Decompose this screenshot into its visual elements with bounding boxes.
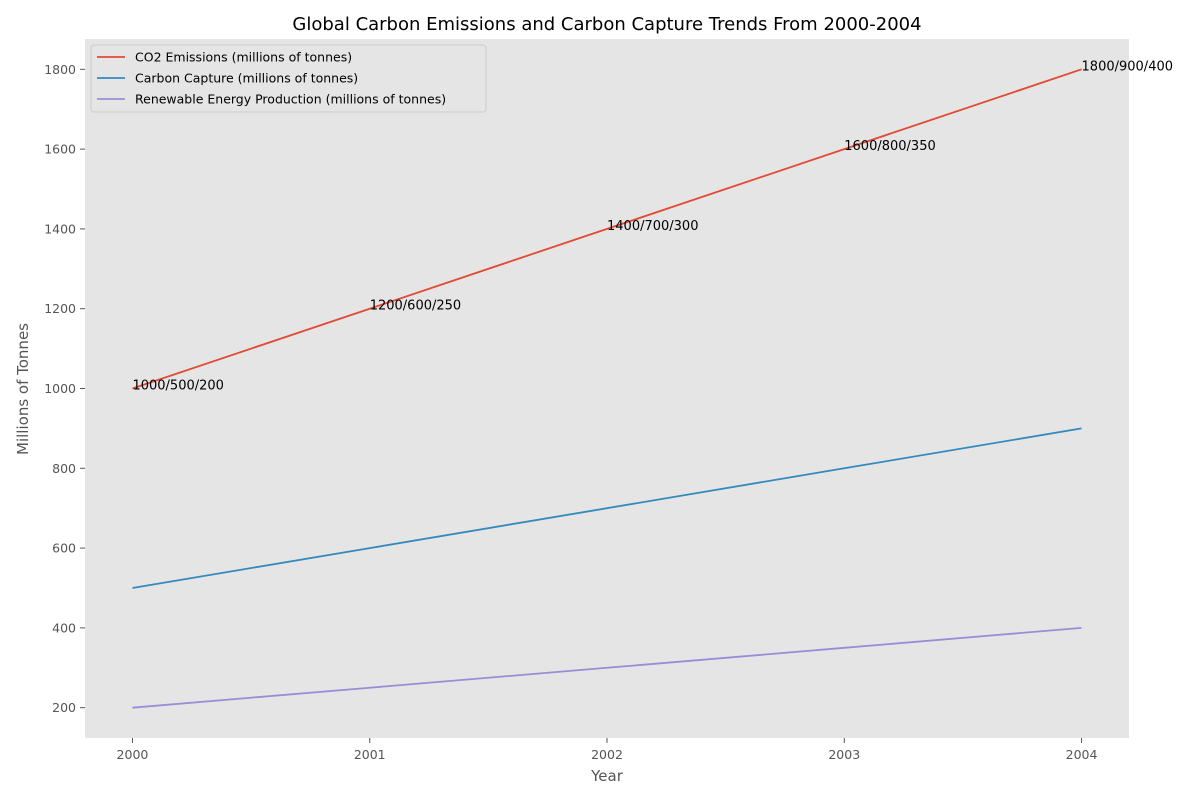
series-lines xyxy=(132,68,1082,709)
x-tick-label: 2001 xyxy=(354,747,386,762)
x-tick-label: 2000 xyxy=(117,747,149,762)
series-line-2 xyxy=(132,427,1082,589)
data-label: 1000/500/200 xyxy=(132,379,223,394)
y-tick-label: 600 xyxy=(52,541,76,556)
y-tick-label: 1600 xyxy=(44,142,76,157)
y-tick-label: 1400 xyxy=(44,221,76,236)
data-label: 1800/900/400 xyxy=(1082,59,1173,74)
y-axis-label: Millions of Tonnes xyxy=(14,323,32,455)
x-axis: 2000 2001 2002 2003 2004 xyxy=(117,738,1098,762)
y-tick-label: 1200 xyxy=(44,301,76,316)
series-line-3 xyxy=(132,626,1082,709)
y-tick-label: 1000 xyxy=(44,381,76,396)
y-tick-label: 800 xyxy=(52,461,76,476)
y-tick-label: 1800 xyxy=(44,62,76,77)
data-label: 1400/700/300 xyxy=(607,219,698,234)
y-axis: 200 400 600 800 1000 1200 1400 1600 1800 xyxy=(44,62,85,715)
legend-label-3: Renewable Energy Production (millions of… xyxy=(135,92,446,107)
annotations: 1000/500/200 1200/600/250 1400/700/300 1600… xyxy=(132,59,1173,393)
legend-frame xyxy=(90,44,487,113)
legend-label-1: CO2 Emissions (millions of tonnes) xyxy=(135,50,352,65)
chart-title: Global Carbon Emissions and Carbon Captu… xyxy=(292,14,921,35)
data-label: 1200/600/250 xyxy=(370,299,461,314)
plot-area xyxy=(85,39,1129,738)
y-tick-label: 200 xyxy=(52,700,76,715)
x-tick-label: 2004 xyxy=(1066,747,1098,762)
legend: CO2 Emissions (millions of tonnes) Carbon… xyxy=(90,44,487,113)
y-tick-label: 400 xyxy=(52,620,76,635)
series-line-1 xyxy=(132,68,1082,390)
x-tick-label: 2003 xyxy=(828,747,860,762)
x-tick-label: 2002 xyxy=(591,747,623,762)
data-label: 1600/800/350 xyxy=(844,139,935,154)
legend-label-2: Carbon Capture (millions of tonnes) xyxy=(135,71,358,86)
x-axis-label: Year xyxy=(590,767,624,785)
